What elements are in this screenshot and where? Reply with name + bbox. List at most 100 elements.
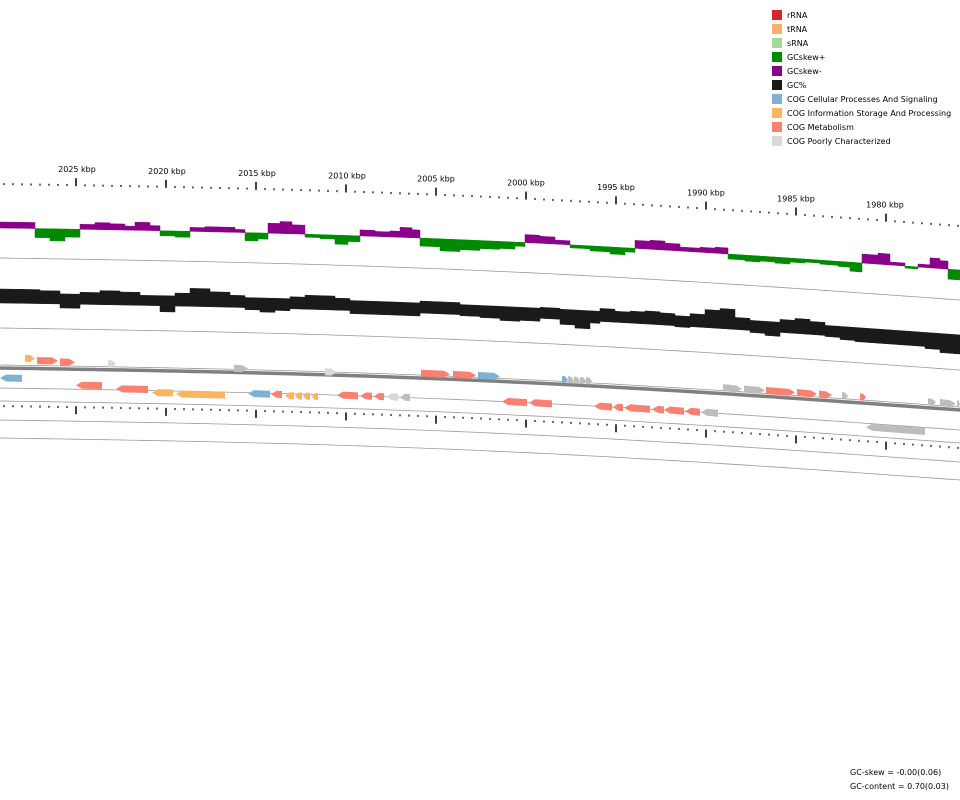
legend-label: GCskew- (787, 66, 822, 76)
legend-item: GCskew- (772, 64, 951, 78)
gene-feature (400, 393, 410, 402)
gene-feature (108, 360, 116, 368)
gc-content-bin (629, 310, 646, 325)
gc-content-bin (574, 309, 591, 330)
gc-content-bin (909, 331, 926, 347)
gc-skew-bin (94, 222, 111, 231)
track-line (0, 437, 960, 481)
gene-feature (60, 358, 75, 366)
gc-skew-bin (774, 256, 791, 265)
gc-content-bin (614, 310, 631, 324)
gene-feature (766, 386, 795, 396)
gc-skew-bin (819, 259, 839, 266)
gc-content-bin (19, 289, 41, 304)
gc-content-bin (749, 320, 766, 334)
gc-content-bin (854, 327, 871, 343)
gc-skew-bin (877, 252, 891, 266)
gene-feature (652, 405, 664, 414)
gc-skew-bin (399, 227, 413, 238)
gc-skew-bin (0, 221, 21, 229)
gc-skew-bin (539, 236, 556, 245)
gc-skew-bin (514, 241, 526, 247)
reverse-gene-track (0, 374, 925, 435)
track-line (0, 419, 960, 463)
legend-item: COG Metabolism (772, 120, 951, 134)
gene-feature (374, 392, 384, 401)
gc-content-bin (419, 300, 441, 315)
gc-content-bin (349, 300, 371, 315)
gc-content-bin (389, 301, 406, 316)
gene-feature (701, 408, 718, 417)
legend-swatch (772, 122, 782, 132)
gc-content-bin (589, 310, 601, 324)
gc-content-bin (39, 290, 61, 305)
gc-skew-bin (849, 261, 863, 273)
gene-feature (234, 364, 248, 373)
gene-feature (580, 376, 586, 385)
legend-item: COG Cellular Processes And Signaling (772, 92, 951, 106)
gc-content-bin (119, 291, 141, 306)
legend-label: COG Poorly Characterized (787, 136, 891, 146)
gc-content-bin (459, 304, 481, 317)
gc-skew-bin (319, 234, 336, 240)
legend-label: GCskew+ (787, 52, 826, 62)
gc-content-bin (539, 307, 561, 320)
legend: rRNA tRNA sRNA GCskew+ GCskew- GC% COG Cellula… (772, 8, 951, 148)
gene-feature (568, 376, 574, 384)
scale-label: 2010 kbp (328, 171, 366, 180)
gene-feature (0, 374, 22, 382)
legend-label: COG Cellular Processes And Signaling (787, 94, 938, 104)
gene-feature (25, 354, 35, 363)
gc-skew-bin (64, 228, 81, 238)
gc-skew-bin (499, 241, 516, 250)
gene-feature (928, 398, 936, 406)
gc-content-track (0, 288, 960, 355)
gene-feature (502, 397, 527, 407)
gc-skew-bin (789, 257, 806, 264)
gc-skew-bin (649, 239, 666, 251)
gc-content-bin (209, 291, 231, 308)
gene-feature (176, 390, 225, 399)
scale-label: 1990 kbp (687, 188, 725, 197)
gc-skew-bin (917, 263, 931, 269)
backbone-line (0, 366, 960, 412)
gc-skew-bin (439, 238, 461, 252)
gc-skew-bin (524, 234, 541, 244)
gene-feature (664, 406, 684, 415)
gene-feature (312, 392, 318, 401)
gc-skew-bin (359, 229, 376, 237)
gene-feature (797, 389, 817, 398)
gc-skew-bin (124, 225, 136, 231)
gc-content-bin (0, 288, 21, 304)
gc-content-bin (479, 305, 501, 319)
gc-content-bin (319, 295, 336, 311)
gc-content-bin (159, 295, 176, 313)
scale-label: 2015 kbp (238, 169, 276, 178)
legend-swatch (772, 66, 782, 76)
gc-skew-bin (204, 226, 221, 233)
genome-backbone (0, 366, 960, 412)
gc-skew-bin (929, 257, 941, 269)
gc-skew-bin (267, 222, 281, 234)
legend-item: sRNA (772, 36, 951, 50)
gene-feature (76, 381, 102, 390)
gc-skew-bin (679, 246, 701, 253)
gc-content-bin (439, 301, 461, 315)
scale-label: 1980 kbp (866, 200, 904, 209)
scale-label: 1985 kbp (777, 194, 815, 203)
gc-content-bin (644, 310, 661, 326)
gc-content-bin (404, 302, 421, 317)
gc-skew-bin (109, 223, 126, 231)
gene-feature (37, 357, 58, 365)
gc-skew-bin (49, 228, 66, 242)
gc-skew-bin (219, 226, 236, 233)
gene-feature (152, 389, 173, 397)
scale-label: 1995 kbp (597, 183, 635, 192)
legend-swatch (772, 136, 782, 146)
gene-feature (613, 403, 623, 412)
gene-feature (337, 391, 358, 400)
gc-skew-bin (334, 234, 349, 245)
gc-content-bin (719, 308, 736, 330)
gc-content-bin (334, 297, 351, 311)
gc-content-bin (99, 290, 121, 306)
